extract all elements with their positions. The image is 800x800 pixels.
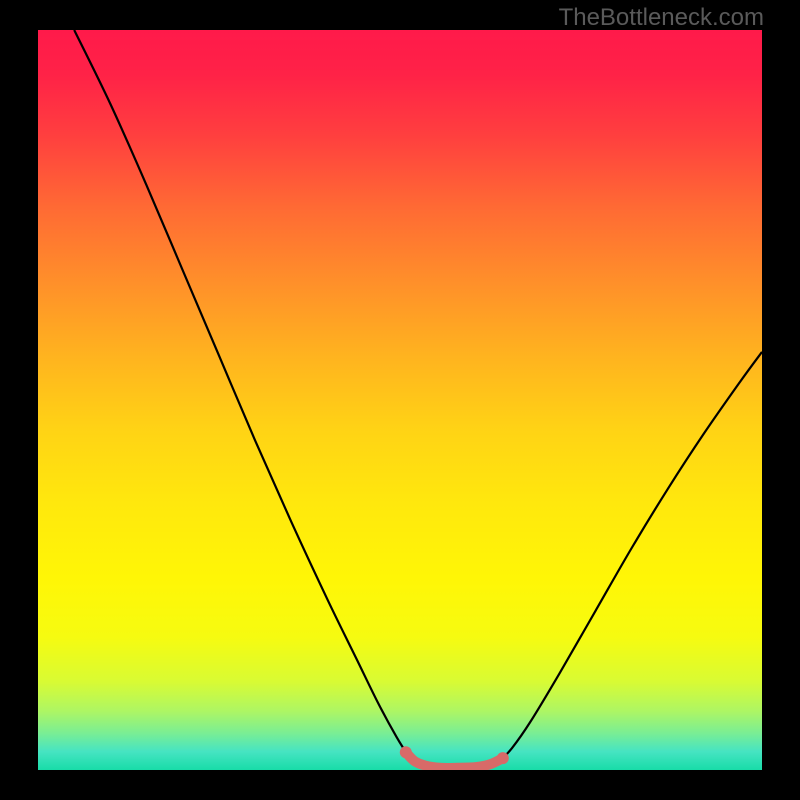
curve-line	[74, 30, 762, 768]
plot-area	[38, 30, 762, 770]
watermark-text: TheBottleneck.com	[559, 4, 764, 32]
highlight-endpoint-dot	[400, 746, 412, 758]
bottleneck-curve-chart	[38, 30, 762, 770]
highlight-segment	[406, 752, 503, 768]
highlight-endpoint-dot	[497, 752, 509, 764]
